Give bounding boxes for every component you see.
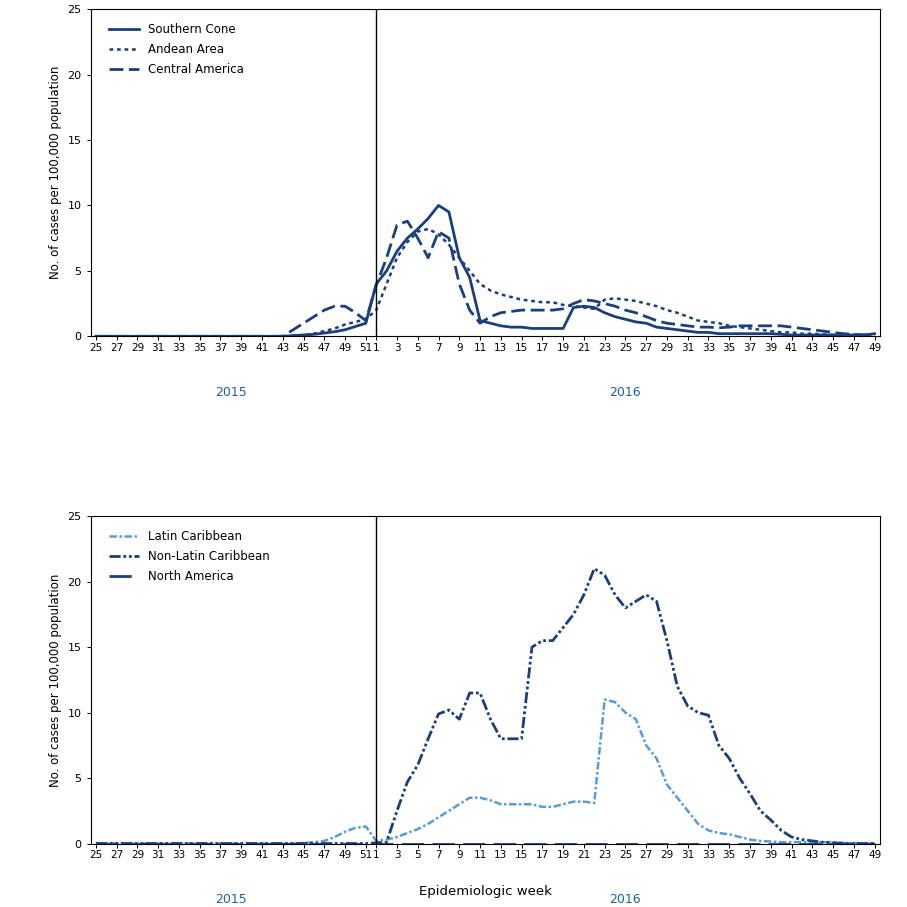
Text: 2016: 2016 bbox=[610, 893, 641, 906]
Text: 2015: 2015 bbox=[215, 386, 247, 399]
Y-axis label: No. of cases per 100,000 population: No. of cases per 100,000 population bbox=[49, 573, 62, 786]
X-axis label: Epidemiologic week: Epidemiologic week bbox=[419, 885, 551, 899]
Legend: Southern Cone, Andean Area, Central America: Southern Cone, Andean Area, Central Amer… bbox=[104, 18, 249, 81]
Text: 2016: 2016 bbox=[610, 386, 641, 399]
Text: 2015: 2015 bbox=[215, 893, 247, 906]
Y-axis label: No. of cases per 100,000 population: No. of cases per 100,000 population bbox=[49, 66, 62, 279]
Legend: Latin Caribbean, Non-Latin Caribbean, North America: Latin Caribbean, Non-Latin Caribbean, No… bbox=[104, 525, 275, 588]
